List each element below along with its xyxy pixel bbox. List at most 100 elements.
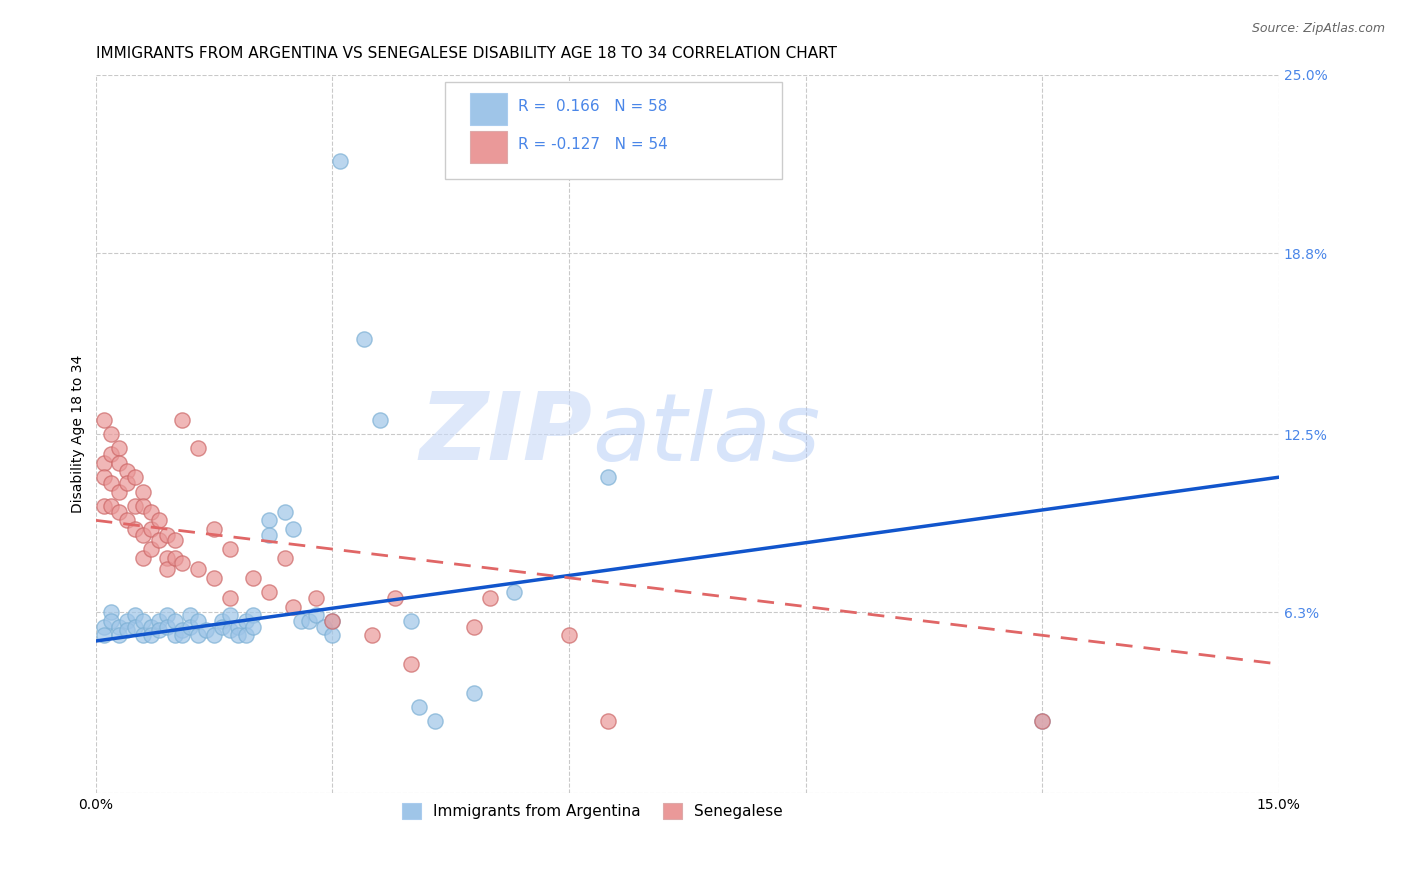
Point xyxy=(195,623,218,637)
Point xyxy=(399,657,422,671)
Point xyxy=(139,620,162,634)
Point xyxy=(305,608,328,623)
Point xyxy=(172,623,194,637)
FancyBboxPatch shape xyxy=(470,131,508,162)
Point xyxy=(321,614,343,628)
Point xyxy=(202,628,225,642)
Point xyxy=(115,465,138,479)
Point xyxy=(502,585,524,599)
Point xyxy=(148,533,170,548)
Point xyxy=(218,608,240,623)
Point xyxy=(163,533,186,548)
Point xyxy=(139,505,162,519)
Point xyxy=(124,499,146,513)
Point xyxy=(108,484,131,499)
Point xyxy=(463,620,485,634)
Text: ZIP: ZIP xyxy=(419,388,592,480)
Point xyxy=(93,620,115,634)
Point xyxy=(132,499,155,513)
Point xyxy=(202,571,225,585)
Point xyxy=(124,470,146,484)
Point xyxy=(108,628,131,642)
Point xyxy=(218,542,240,557)
Point xyxy=(257,527,280,541)
FancyBboxPatch shape xyxy=(444,82,782,179)
Point xyxy=(100,614,122,628)
Point xyxy=(148,513,170,527)
Point xyxy=(156,527,179,541)
Point xyxy=(93,628,115,642)
Point xyxy=(156,562,179,576)
Point xyxy=(297,614,319,628)
Point xyxy=(290,614,312,628)
Point xyxy=(124,522,146,536)
Point xyxy=(329,154,352,169)
Point xyxy=(93,470,115,484)
Point xyxy=(132,527,155,541)
Legend: Immigrants from Argentina, Senegalese: Immigrants from Argentina, Senegalese xyxy=(396,797,789,825)
Point xyxy=(132,614,155,628)
Text: Source: ZipAtlas.com: Source: ZipAtlas.com xyxy=(1251,22,1385,36)
Point xyxy=(1031,714,1053,729)
Point xyxy=(100,475,122,490)
Point xyxy=(179,608,201,623)
Point xyxy=(211,620,233,634)
Point xyxy=(139,542,162,557)
Point xyxy=(321,614,343,628)
Point xyxy=(115,623,138,637)
Point xyxy=(235,628,257,642)
Point xyxy=(368,413,391,427)
Text: R = -0.127   N = 54: R = -0.127 N = 54 xyxy=(517,137,668,153)
Point xyxy=(187,442,209,456)
Point xyxy=(218,591,240,605)
Point xyxy=(463,686,485,700)
Point xyxy=(132,550,155,565)
Point xyxy=(242,571,264,585)
Point xyxy=(139,522,162,536)
Point xyxy=(408,700,430,714)
Point xyxy=(226,620,249,634)
Text: R =  0.166   N = 58: R = 0.166 N = 58 xyxy=(517,99,668,114)
Point xyxy=(108,620,131,634)
Point xyxy=(148,623,170,637)
Point xyxy=(274,505,297,519)
Point xyxy=(281,522,304,536)
Point xyxy=(115,614,138,628)
Point xyxy=(257,513,280,527)
Point xyxy=(163,550,186,565)
Point xyxy=(384,591,406,605)
Point xyxy=(187,628,209,642)
Point xyxy=(163,614,186,628)
Point xyxy=(93,456,115,470)
Point xyxy=(163,628,186,642)
Point xyxy=(598,470,620,484)
Point xyxy=(187,562,209,576)
Point xyxy=(211,614,233,628)
Point xyxy=(156,620,179,634)
Point xyxy=(115,513,138,527)
Point xyxy=(100,605,122,619)
Point xyxy=(108,456,131,470)
Point xyxy=(353,332,375,346)
Point xyxy=(172,557,194,571)
Point xyxy=(100,447,122,461)
Point xyxy=(281,599,304,614)
Point xyxy=(156,550,179,565)
Point xyxy=(156,608,179,623)
Point xyxy=(479,591,502,605)
Point xyxy=(598,714,620,729)
Point xyxy=(257,585,280,599)
Point xyxy=(172,413,194,427)
Point xyxy=(93,499,115,513)
Point xyxy=(132,484,155,499)
Point xyxy=(115,475,138,490)
Point xyxy=(218,623,240,637)
Point xyxy=(124,608,146,623)
Point xyxy=(108,505,131,519)
Point xyxy=(558,628,581,642)
Point xyxy=(274,550,297,565)
Point xyxy=(139,628,162,642)
Point xyxy=(1031,714,1053,729)
Point xyxy=(202,522,225,536)
Point xyxy=(360,628,382,642)
